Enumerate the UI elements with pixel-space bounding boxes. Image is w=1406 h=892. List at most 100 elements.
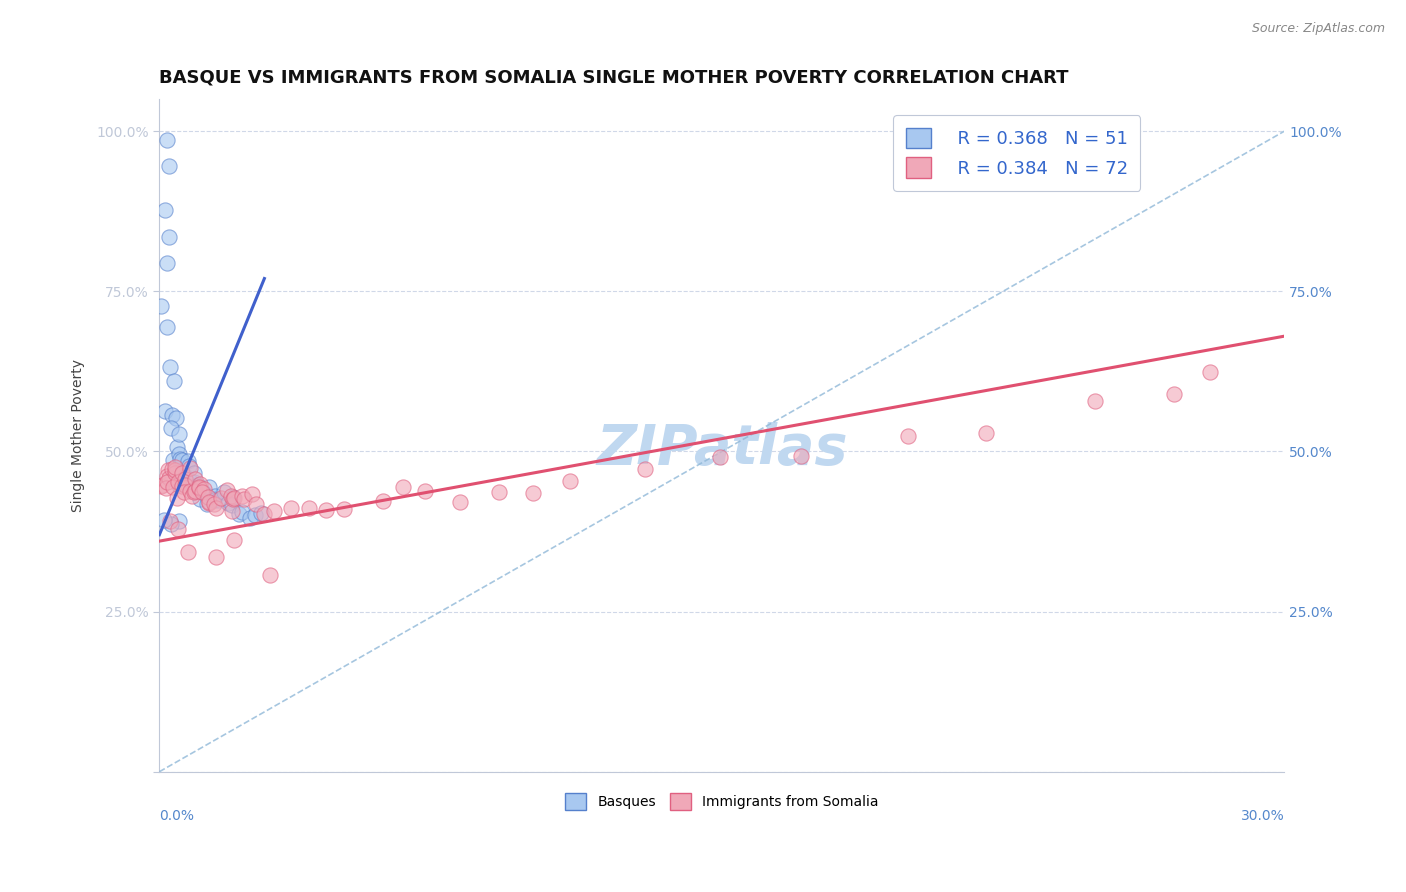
Point bbox=[170, 466, 193, 480]
Point bbox=[169, 465, 191, 479]
Point bbox=[198, 496, 221, 510]
Point bbox=[250, 506, 273, 520]
Point bbox=[149, 299, 172, 313]
Point bbox=[167, 475, 190, 490]
Point bbox=[188, 476, 211, 491]
Point bbox=[217, 496, 239, 510]
Point bbox=[165, 460, 187, 475]
Point bbox=[897, 429, 920, 443]
Point bbox=[221, 504, 243, 518]
Point bbox=[170, 452, 193, 467]
Point bbox=[157, 462, 180, 476]
Point bbox=[166, 477, 188, 491]
Point bbox=[202, 492, 225, 507]
Point bbox=[183, 475, 205, 490]
Point bbox=[153, 203, 176, 218]
Point bbox=[155, 481, 177, 495]
Point bbox=[156, 319, 179, 334]
Text: ZIPatlas: ZIPatlas bbox=[596, 422, 848, 476]
Point bbox=[162, 480, 184, 494]
Point bbox=[202, 492, 225, 507]
Point bbox=[315, 502, 337, 516]
Point bbox=[169, 514, 191, 528]
Point bbox=[221, 499, 243, 513]
Point bbox=[152, 478, 174, 492]
Point bbox=[198, 480, 221, 494]
Point bbox=[179, 460, 201, 475]
Point bbox=[231, 489, 253, 503]
Point bbox=[205, 501, 228, 516]
Point bbox=[150, 479, 173, 493]
Point bbox=[259, 568, 281, 582]
Point bbox=[205, 549, 228, 564]
Point bbox=[790, 449, 813, 463]
Point bbox=[204, 489, 226, 503]
Point bbox=[167, 426, 190, 441]
Point bbox=[191, 485, 214, 500]
Point bbox=[187, 480, 209, 494]
Point bbox=[228, 507, 250, 521]
Point bbox=[167, 522, 190, 536]
Point bbox=[183, 466, 205, 480]
Point bbox=[159, 514, 181, 528]
Point bbox=[194, 487, 217, 501]
Point bbox=[156, 133, 179, 147]
Point bbox=[231, 505, 253, 519]
Point bbox=[174, 472, 197, 486]
Point bbox=[159, 360, 181, 375]
Point bbox=[298, 500, 321, 515]
Point bbox=[1199, 365, 1222, 379]
Point bbox=[245, 497, 267, 511]
Point bbox=[188, 491, 211, 506]
Point bbox=[221, 492, 243, 507]
Text: Source: ZipAtlas.com: Source: ZipAtlas.com bbox=[1251, 22, 1385, 36]
Point bbox=[1084, 394, 1107, 409]
Point bbox=[177, 545, 200, 559]
Point bbox=[197, 490, 219, 504]
Point bbox=[243, 508, 266, 523]
Point bbox=[373, 494, 395, 508]
Point bbox=[222, 490, 245, 504]
Point bbox=[155, 469, 177, 483]
Point bbox=[156, 475, 179, 489]
Point bbox=[177, 459, 200, 474]
Point bbox=[166, 440, 188, 454]
Point bbox=[240, 487, 263, 501]
Point bbox=[183, 472, 205, 486]
Point bbox=[193, 485, 215, 500]
Point bbox=[157, 471, 180, 485]
Point bbox=[332, 501, 354, 516]
Point bbox=[187, 480, 209, 494]
Point bbox=[233, 492, 256, 507]
Point bbox=[1163, 387, 1185, 401]
Point bbox=[169, 451, 191, 466]
Point bbox=[253, 507, 276, 521]
Point bbox=[155, 404, 177, 418]
Point bbox=[162, 408, 184, 422]
Point bbox=[193, 483, 215, 497]
Point bbox=[280, 500, 302, 515]
Point bbox=[156, 256, 179, 270]
Point bbox=[163, 374, 186, 388]
Point bbox=[157, 229, 180, 244]
Point bbox=[174, 477, 197, 491]
Point bbox=[159, 421, 181, 435]
Text: 0.0%: 0.0% bbox=[159, 809, 194, 822]
Point bbox=[198, 494, 221, 508]
Point bbox=[709, 450, 731, 464]
Text: 30.0%: 30.0% bbox=[1240, 809, 1284, 822]
Point bbox=[209, 491, 232, 506]
Point bbox=[172, 479, 194, 493]
Point bbox=[183, 485, 205, 500]
Point bbox=[222, 533, 245, 548]
Point bbox=[634, 461, 657, 475]
Point bbox=[263, 503, 285, 517]
Point bbox=[202, 497, 225, 511]
Legend: Basques, Immigrants from Somalia: Basques, Immigrants from Somalia bbox=[560, 787, 884, 815]
Y-axis label: Single Mother Poverty: Single Mother Poverty bbox=[72, 359, 86, 512]
Point bbox=[179, 483, 201, 498]
Point bbox=[558, 474, 581, 488]
Point bbox=[167, 447, 190, 461]
Point bbox=[159, 517, 181, 532]
Point bbox=[187, 478, 209, 492]
